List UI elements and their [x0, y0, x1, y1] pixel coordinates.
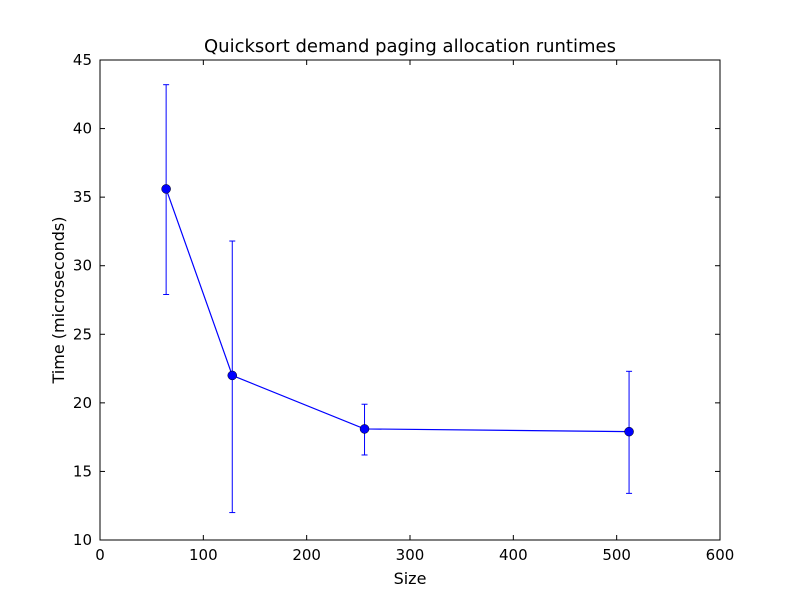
- y-tick-label: 15: [73, 462, 92, 480]
- y-tick-label: 30: [73, 257, 92, 275]
- x-axis-label: Size: [394, 569, 427, 588]
- x-tick-label: 200: [292, 546, 321, 564]
- x-tick-label: 400: [499, 546, 528, 564]
- y-tick-label: 10: [73, 531, 92, 549]
- plot-frame: [99, 59, 721, 541]
- x-tick-label: 100: [189, 546, 218, 564]
- x-tick-label: 300: [396, 546, 425, 564]
- data-point: [359, 424, 370, 434]
- y-tick-label: 20: [73, 394, 92, 412]
- data-point: [624, 426, 634, 437]
- plot-area: 0 100 200 300 400 500 600 10 15 20 25 30 35 40 45: [73, 51, 734, 564]
- data-point: [227, 370, 238, 381]
- chart-title: Quicksort demand paging allocation runti…: [204, 36, 616, 57]
- y-axis-label: Time (microseconds): [49, 217, 68, 385]
- y-tick-label: 25: [73, 325, 92, 343]
- y-tick-label: 40: [73, 120, 92, 138]
- data-point: [161, 184, 171, 194]
- y-tick-label: 45: [73, 51, 92, 69]
- series-line: [165, 188, 630, 433]
- x-tick-label: 0: [95, 546, 105, 564]
- x-tick-label: 600: [706, 546, 735, 564]
- x-tick-label: 500: [602, 546, 631, 564]
- y-tick-label: 35: [73, 188, 92, 206]
